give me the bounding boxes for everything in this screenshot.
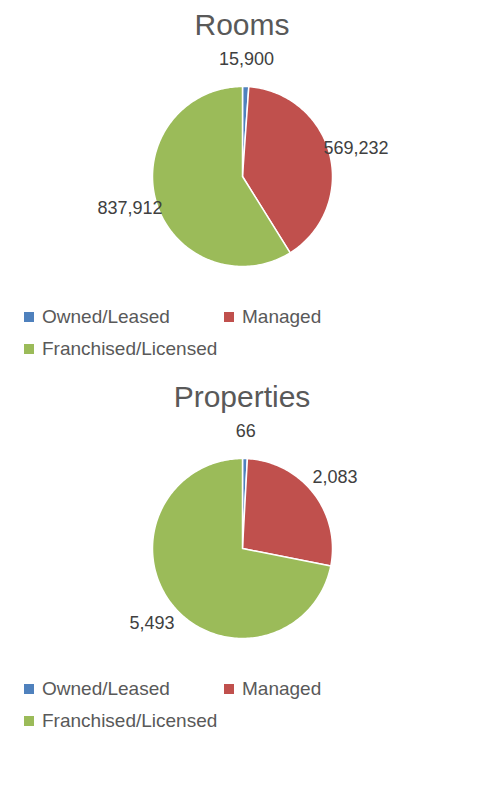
svg-text:15,900: 15,900 bbox=[219, 49, 274, 69]
svg-text:2,083: 2,083 bbox=[312, 467, 357, 487]
svg-text:569,232: 569,232 bbox=[323, 138, 388, 158]
html-text:Franchised/Licensed: Franchised/Licensed bbox=[42, 710, 218, 731]
html-text:Owned/Leased: Owned/Leased bbox=[42, 678, 170, 699]
svg-text:5,493: 5,493 bbox=[130, 612, 175, 632]
html-text:Owned/Leased: Owned/Leased bbox=[42, 306, 170, 327]
html-text:Rooms: Rooms bbox=[194, 8, 290, 41]
html-text:Franchised/Licensed: Franchised/Licensed bbox=[42, 338, 218, 359]
svg-text:66: 66 bbox=[236, 421, 256, 441]
html-text:Properties: Properties bbox=[173, 380, 311, 413]
svg-text:837,912: 837,912 bbox=[97, 198, 162, 218]
html-text:Managed: Managed bbox=[242, 678, 322, 699]
html-text:Managed: Managed bbox=[242, 306, 322, 327]
